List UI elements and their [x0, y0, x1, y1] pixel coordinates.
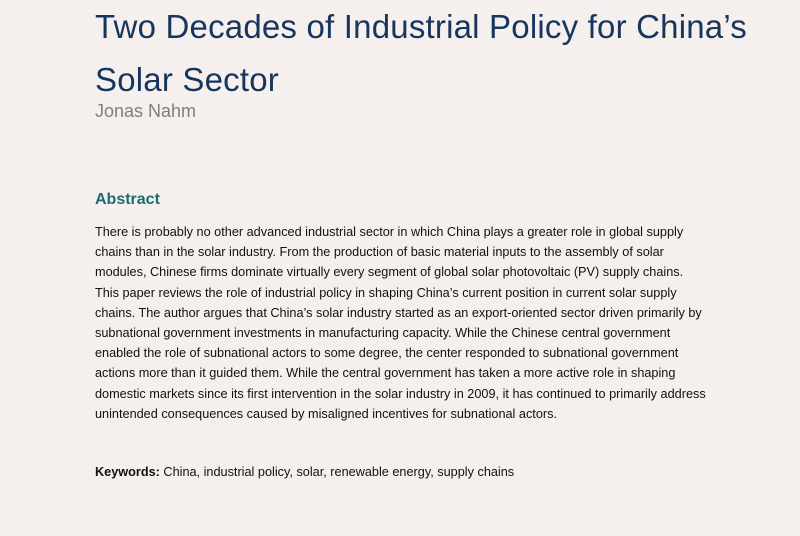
abstract-text: There is probably no other advanced indu…: [95, 225, 706, 421]
paper-title: Two Decades of Industrial Policy for Chi…: [95, 8, 747, 98]
keywords-label: Keywords:: [95, 465, 160, 479]
author-name: Jonas Nahm: [95, 101, 197, 121]
keywords-list: China, industrial policy, solar, renewab…: [163, 465, 515, 479]
keywords-line: Keywords: China, industrial policy, sola…: [95, 462, 707, 482]
abstract-heading: Abstract: [95, 191, 160, 208]
